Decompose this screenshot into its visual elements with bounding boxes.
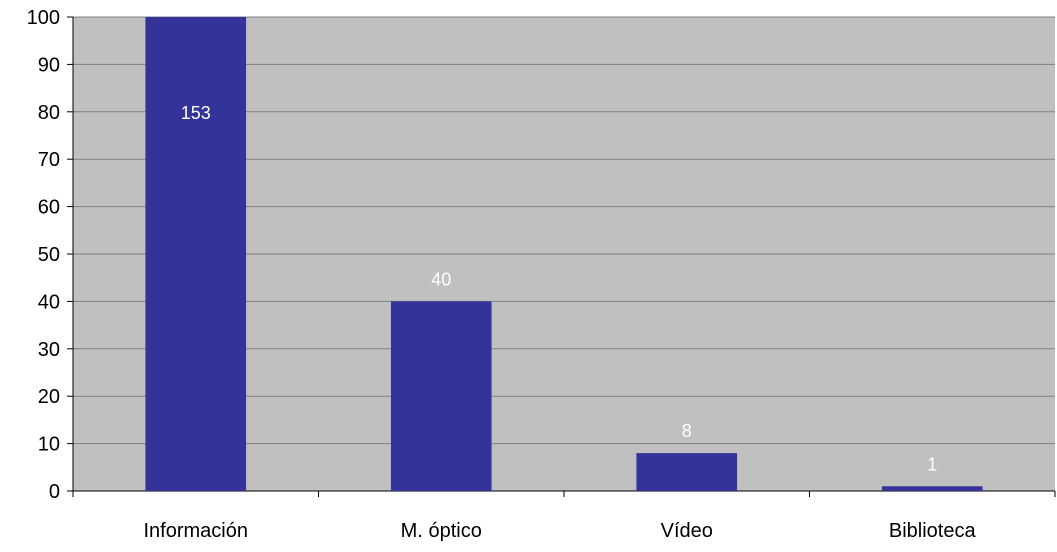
y-axis: 0 10 20 30 40 50 60 70 80 90 100 (27, 7, 74, 503)
data-label: 8 (682, 421, 692, 441)
y-tick-label: 70 (38, 149, 60, 171)
data-labels: 153 40 8 1 (181, 103, 938, 474)
bar-3 (881, 486, 983, 491)
data-label: 40 (431, 269, 451, 289)
y-tick-label: 50 (38, 244, 60, 266)
data-label: 1 (927, 454, 937, 474)
bar-2 (636, 453, 738, 491)
y-tick-label: 60 (38, 197, 60, 219)
bar-1 (390, 301, 492, 491)
x-axis: Información M. óptico Vídeo Biblioteca (72, 490, 1056, 542)
x-tick-label: Información (144, 520, 249, 542)
bars (145, 17, 983, 491)
x-tick-label: Vídeo (661, 520, 713, 542)
y-tick-label: 80 (38, 102, 60, 124)
y-tick-label: 10 (38, 434, 60, 456)
y-tick-label: 40 (38, 291, 60, 313)
y-tick-label: 0 (49, 481, 60, 503)
bar-0 (145, 17, 247, 491)
x-tick-label: Biblioteca (889, 520, 977, 542)
data-label: 153 (181, 103, 211, 123)
y-tick-label: 30 (38, 339, 60, 361)
x-tick-label: M. óptico (401, 520, 482, 542)
y-tick-label: 90 (38, 54, 60, 76)
y-tick-label: 20 (38, 386, 60, 408)
y-tick-label: 100 (27, 7, 60, 29)
